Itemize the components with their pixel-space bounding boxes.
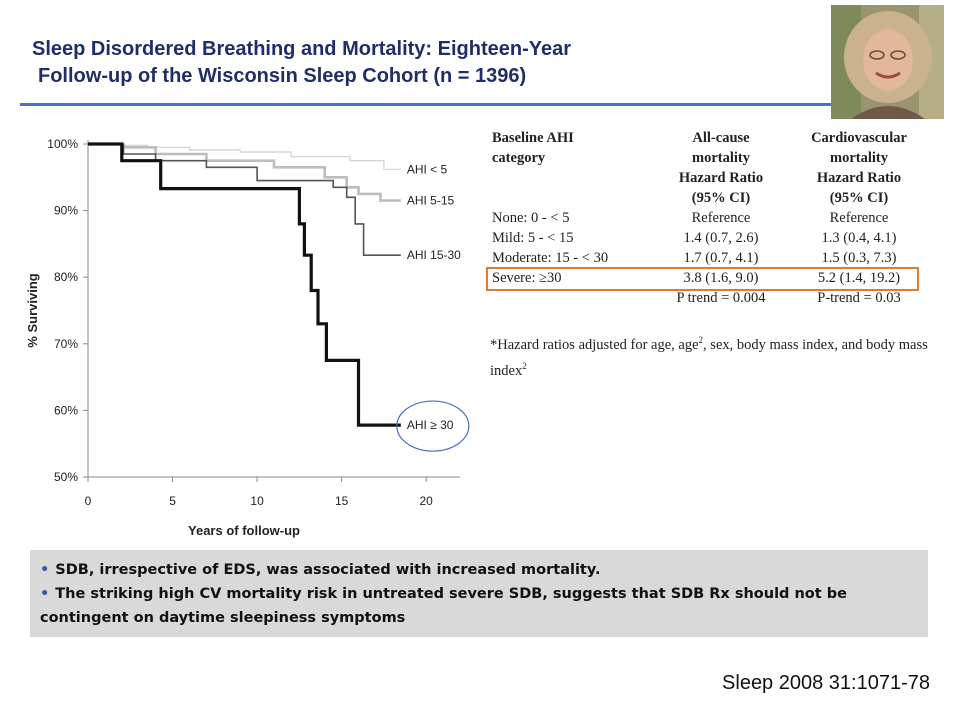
bullet-icon: • bbox=[40, 586, 50, 602]
slide-title: Sleep Disordered Breathing and Mortality… bbox=[32, 36, 792, 90]
severe-series-highlight bbox=[396, 400, 470, 452]
table-row: Mild: 5 - < 15 1.4 (0.7, 2.6) 1.3 (0.4, … bbox=[488, 228, 928, 248]
summary-bullet-1: • SDB, irrespective of EDS, was associate… bbox=[40, 562, 601, 578]
row-cv-hr: 5.2 (1.4, 19.2) bbox=[817, 270, 901, 286]
row-cv-hr: 1.3 (0.4, 4.1) bbox=[821, 230, 897, 246]
row-p-trend-all-cause: P trend = 0.004 bbox=[676, 290, 766, 306]
y-tick-label: 60% bbox=[54, 403, 78, 417]
x-tick-label: 20 bbox=[420, 494, 434, 508]
x-axis-title: Years of follow-up bbox=[188, 523, 300, 538]
summary-bullet-2: • The striking high CV mortality risk in … bbox=[40, 586, 847, 626]
row-all-cause-hr: 1.4 (0.7, 2.6) bbox=[683, 230, 759, 246]
title-line-1: Sleep Disordered Breathing and Mortality… bbox=[32, 38, 572, 60]
row-category: Severe: ≥30 bbox=[492, 270, 562, 286]
x-tick-label: 15 bbox=[335, 494, 349, 508]
series-label-0: AHI < 5 bbox=[407, 162, 448, 176]
header-baseline: Baseline AHI category bbox=[492, 130, 574, 166]
table-row: None: 0 - < 5 Reference Reference bbox=[488, 208, 928, 228]
series-line-0 bbox=[88, 143, 401, 170]
survival-chart-svg: 100% 90% 80% 70% 60% 50% 0 5 10 15 20 Years of foll… bbox=[25, 137, 470, 538]
y-tick-label: 50% bbox=[54, 470, 78, 484]
row-cv-hr: 1.5 (0.3, 7.3) bbox=[821, 250, 897, 266]
table-row: P trend = 0.004 P-trend = 0.03 bbox=[488, 288, 928, 308]
series-label-3: AHI ≥ 30 bbox=[407, 418, 454, 432]
portrait-image bbox=[831, 5, 944, 119]
x-tick-label: 0 bbox=[85, 494, 92, 508]
row-all-cause-hr: 1.7 (0.7, 4.1) bbox=[683, 250, 759, 266]
series-line-1 bbox=[88, 142, 401, 202]
row-category: None: 0 - < 5 bbox=[492, 210, 570, 226]
series-line-2 bbox=[88, 143, 401, 256]
citation: Sleep 2008 31:1071-78 bbox=[722, 672, 930, 694]
row-category bbox=[488, 288, 652, 308]
series-line-3 bbox=[88, 142, 401, 427]
y-tick-label: 80% bbox=[54, 270, 78, 284]
survival-chart: 100% 90% 80% 70% 60% 50% 0 5 10 15 20 Years of foll… bbox=[0, 120, 480, 550]
title-divider bbox=[20, 103, 835, 106]
x-tick-label: 5 bbox=[169, 494, 176, 508]
severe-row-highlight bbox=[486, 267, 919, 291]
y-tick-label: 90% bbox=[54, 204, 78, 218]
header-cardiovascular: Cardiovascular mortality Hazard Ratio (95% … bbox=[811, 130, 907, 206]
header-all-cause: All-cause mortality Hazard Ratio (95% CI) bbox=[678, 130, 764, 206]
summary-box: • SDB, irrespective of EDS, was associate… bbox=[30, 550, 928, 637]
y-tick-label: 70% bbox=[54, 337, 78, 351]
series-label-2: AHI 15-30 bbox=[407, 248, 461, 262]
table-row: Severe: ≥30 3.8 (1.6, 9.0) 5.2 (1.4, 19.… bbox=[488, 268, 928, 288]
table-footnote: *Hazard ratios adjusted for age, age2, s… bbox=[490, 335, 928, 379]
table-row: Moderate: 15 - < 30 1.7 (0.7, 4.1) 1.5 (… bbox=[488, 248, 928, 268]
bullet-icon: • bbox=[40, 562, 50, 578]
row-p-trend-cv: P-trend = 0.03 bbox=[817, 290, 901, 306]
title-line-2: Follow-up of the Wisconsin Sleep Cohort … bbox=[38, 65, 527, 87]
x-tick-label: 10 bbox=[250, 494, 264, 508]
series-label-1: AHI 5-15 bbox=[407, 194, 455, 208]
y-tick-label: 100% bbox=[47, 137, 78, 151]
row-category: Moderate: 15 - < 30 bbox=[492, 250, 609, 266]
row-cv-hr: Reference bbox=[829, 210, 889, 226]
row-category: Mild: 5 - < 15 bbox=[492, 230, 574, 246]
y-axis-title: % Surviving bbox=[25, 273, 40, 347]
row-all-cause-hr: Reference bbox=[691, 210, 751, 226]
hazard-ratio-table: Baseline AHI category All-cause mortality H… bbox=[488, 128, 928, 308]
author-photo bbox=[831, 5, 944, 119]
row-all-cause-hr: 3.8 (1.6, 9.0) bbox=[683, 270, 759, 286]
